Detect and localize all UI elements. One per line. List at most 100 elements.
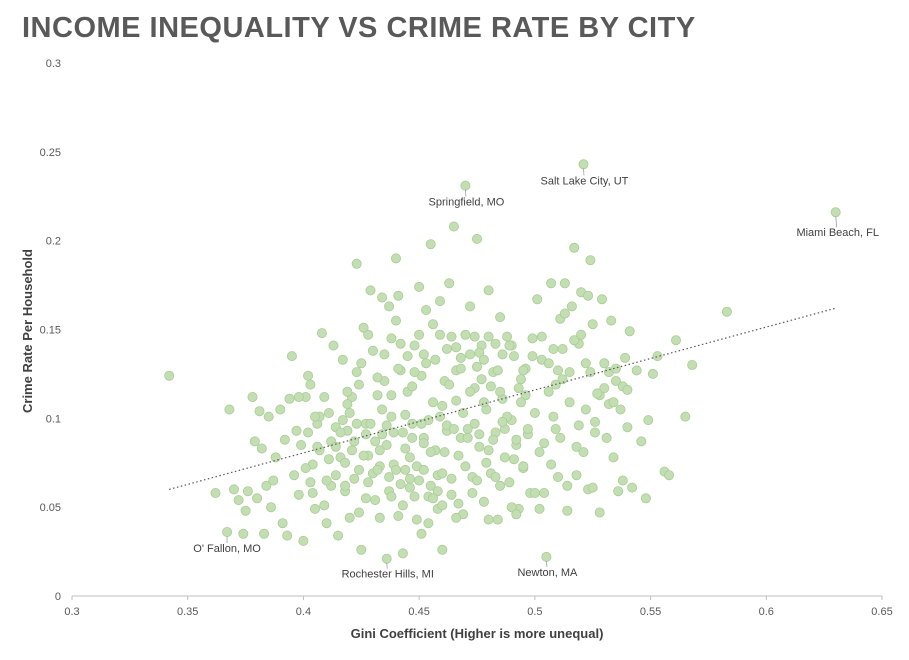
data-point bbox=[460, 461, 471, 472]
data-point bbox=[460, 329, 471, 340]
data-point bbox=[437, 468, 448, 479]
data-point bbox=[543, 386, 554, 397]
data-point bbox=[495, 480, 506, 491]
data-point bbox=[478, 354, 489, 365]
data-point bbox=[571, 441, 582, 452]
data-point bbox=[434, 329, 445, 340]
x-tick-label: 0.65 bbox=[871, 606, 892, 618]
data-point bbox=[346, 445, 357, 456]
data-point bbox=[613, 486, 624, 497]
data-point bbox=[643, 415, 654, 426]
data-point bbox=[427, 493, 438, 504]
data-point bbox=[238, 528, 249, 539]
data-point bbox=[539, 487, 550, 498]
data-point bbox=[409, 491, 420, 502]
data-point bbox=[564, 367, 575, 378]
data-point bbox=[323, 454, 334, 465]
data-point bbox=[363, 329, 374, 340]
data-point bbox=[321, 518, 332, 529]
data-point bbox=[569, 335, 580, 346]
data-point bbox=[471, 361, 482, 372]
data-point bbox=[407, 381, 418, 392]
data-point bbox=[265, 502, 276, 513]
data-point bbox=[721, 306, 732, 317]
data-point bbox=[610, 375, 621, 386]
data-point bbox=[546, 278, 557, 289]
data-point bbox=[377, 429, 388, 440]
data-point bbox=[590, 427, 601, 438]
data-point bbox=[559, 278, 570, 289]
data-point bbox=[390, 315, 401, 326]
y-tick-label: 0 bbox=[55, 591, 61, 603]
data-point bbox=[365, 285, 376, 296]
data-point bbox=[518, 461, 529, 472]
data-point bbox=[353, 379, 364, 390]
data-point bbox=[680, 411, 691, 422]
data-point bbox=[393, 510, 404, 521]
data-point bbox=[400, 409, 411, 420]
data-point bbox=[610, 363, 621, 374]
data-point bbox=[469, 331, 480, 342]
data-point bbox=[529, 487, 540, 498]
data-point bbox=[527, 351, 538, 362]
data-point bbox=[365, 418, 376, 429]
data-point bbox=[427, 319, 438, 330]
data-point bbox=[254, 406, 265, 417]
data-point bbox=[550, 423, 561, 434]
x-tick-label: 0.55 bbox=[640, 606, 661, 618]
data-point bbox=[532, 294, 543, 305]
x-tick-label: 0.35 bbox=[177, 606, 198, 618]
axes: 0.3 0.35 0.4 0.45 0.5 0.55 0.6 0.65 0 0.05 0.1 0.15… bbox=[40, 58, 893, 618]
data-point bbox=[580, 358, 591, 369]
data-point bbox=[395, 479, 406, 490]
data-point bbox=[395, 338, 406, 349]
data-point bbox=[404, 452, 415, 463]
data-point bbox=[553, 365, 564, 376]
data-point bbox=[559, 308, 570, 319]
data-point bbox=[414, 281, 425, 292]
data-point bbox=[337, 354, 348, 365]
data-point bbox=[636, 436, 647, 447]
data-point bbox=[328, 340, 339, 351]
data-point bbox=[446, 489, 457, 500]
annotation-label: Rochester Hills, MI bbox=[342, 569, 434, 581]
data-point bbox=[437, 500, 448, 511]
y-tick-label: 0.1 bbox=[46, 413, 61, 425]
data-point bbox=[277, 518, 288, 529]
y-tick-label: 0.25 bbox=[40, 147, 61, 159]
data-point bbox=[506, 502, 517, 513]
data-point bbox=[377, 292, 388, 303]
data-point bbox=[446, 331, 457, 342]
data-point bbox=[342, 386, 353, 397]
data-point bbox=[627, 482, 638, 493]
data-point bbox=[409, 340, 420, 351]
data-point bbox=[249, 436, 260, 447]
data-point bbox=[416, 528, 427, 539]
data-point bbox=[585, 255, 596, 266]
data-point bbox=[404, 482, 415, 493]
annotation-label: Newton, MA bbox=[517, 567, 578, 579]
annotations: Salt Lake City, UT Springfield, MO Miami B… bbox=[193, 168, 879, 581]
data-point bbox=[321, 475, 332, 486]
data-point bbox=[374, 445, 385, 456]
data-point bbox=[363, 477, 374, 488]
data-point bbox=[536, 331, 547, 342]
data-point bbox=[599, 383, 610, 394]
data-point bbox=[511, 509, 522, 520]
data-point bbox=[298, 535, 309, 546]
data-point bbox=[631, 365, 642, 376]
data-point bbox=[247, 391, 258, 402]
data-point bbox=[353, 507, 364, 518]
data-point bbox=[353, 464, 364, 475]
data-point bbox=[397, 427, 408, 438]
data-point bbox=[360, 429, 371, 440]
data-point bbox=[474, 441, 485, 452]
data-point bbox=[349, 436, 360, 447]
data-point bbox=[384, 471, 395, 482]
x-tick-label: 0.4 bbox=[296, 606, 311, 618]
data-point bbox=[573, 420, 584, 431]
data-point bbox=[263, 411, 274, 422]
data-point bbox=[476, 374, 487, 385]
data-point bbox=[485, 381, 496, 392]
data-point bbox=[483, 514, 494, 525]
